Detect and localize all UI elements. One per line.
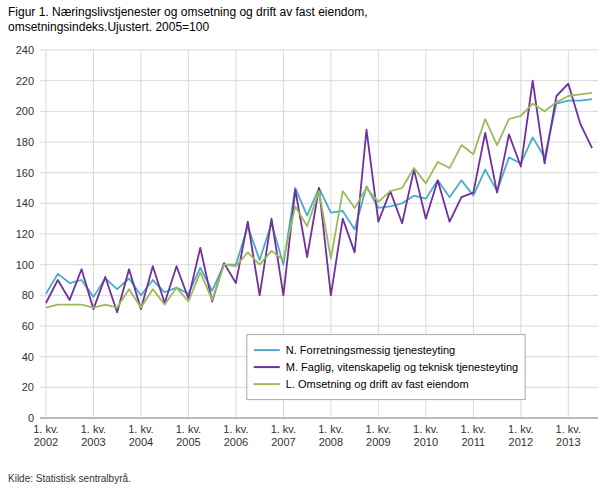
series-line [46,81,592,313]
x-tick-label: 1. kv.2006 [223,423,248,448]
lines [46,81,592,313]
y-tick-label: 220 [16,75,34,87]
legend-swatch [254,383,280,385]
y-tick-label: 140 [16,197,34,209]
grid-line-y [40,418,598,419]
legend-label: L. Omsetning og drift av fast eiendom [286,378,469,390]
legend: N. Forretningsmessig tjenesteyting M. Fag… [247,335,525,400]
grid-line-y [40,80,598,81]
legend-label: N. Forretningsmessig tjenesteyting [286,344,455,356]
x-tick-label: 1. kv.2007 [271,423,296,448]
grid-line-x [140,50,141,418]
grid-line-y [40,142,598,143]
chart: Figur 1. Næringslivstjenester og omsetni… [0,0,610,488]
legend-frame [247,335,525,400]
x-tick-label: 1. kv.2005 [176,423,201,448]
title: Figur 1. Næringslivstjenester og omsetni… [8,5,368,34]
grid-line-x [93,50,94,418]
grid-line-y [40,172,598,173]
y-tick-label: 100 [16,259,34,271]
y-axis: 020406080100120140160180200220240 [16,44,34,424]
x-axis-line [40,418,598,419]
x-tick-label: 1. kv.2008 [318,423,343,448]
x-tick-label: 1. kv.2010 [413,423,438,448]
y-tick-label: 200 [16,105,34,117]
y-tick-label: 160 [16,167,34,179]
y-tick-label: 120 [16,228,34,240]
grid-line-x [568,50,569,418]
grid-line-y [40,111,598,112]
source: Kilde: Statistisk sentralbyrå. [8,473,131,484]
grid-line-x [188,50,189,418]
x-tick-label: 1. kv.2012 [508,423,533,448]
grid-line-y [40,264,598,265]
grid-line-y [40,203,598,204]
y-tick-label: 20 [22,381,34,393]
x-tick-label: 1. kv.2004 [128,423,153,448]
grid-line-x [235,50,236,418]
x-tick-label: 1. kv.2002 [33,423,58,448]
y-tick-label: 80 [22,289,34,301]
y-tick-label: 60 [22,320,34,332]
legend-swatch [254,366,280,368]
grid-line-y [40,326,598,327]
legend-label: M. Faglig, vitenskapelig og teknisk tjen… [286,361,518,373]
y-tick-label: 240 [16,44,34,56]
series-line [46,99,592,297]
x-tick-label: 1. kv.2013 [556,423,581,448]
grid-line-y [40,234,598,235]
x-tick-label: 1. kv.2003 [81,423,106,448]
series-line [46,93,592,308]
legend-swatch [254,349,280,351]
grid-line-y [40,295,598,296]
y-tick-label: 40 [22,351,34,363]
x-axis: 1. kv.2002 1. kv.2003 1. kv.2004 1. kv.2005… [33,418,598,448]
x-tick-label: 1. kv.2009 [366,423,391,448]
y-tick-label: 180 [16,136,34,148]
grid [40,50,598,418]
grid-line-y [40,50,598,51]
grid-line-x [45,50,46,418]
x-tick-label: 1. kv.2011 [461,423,486,448]
